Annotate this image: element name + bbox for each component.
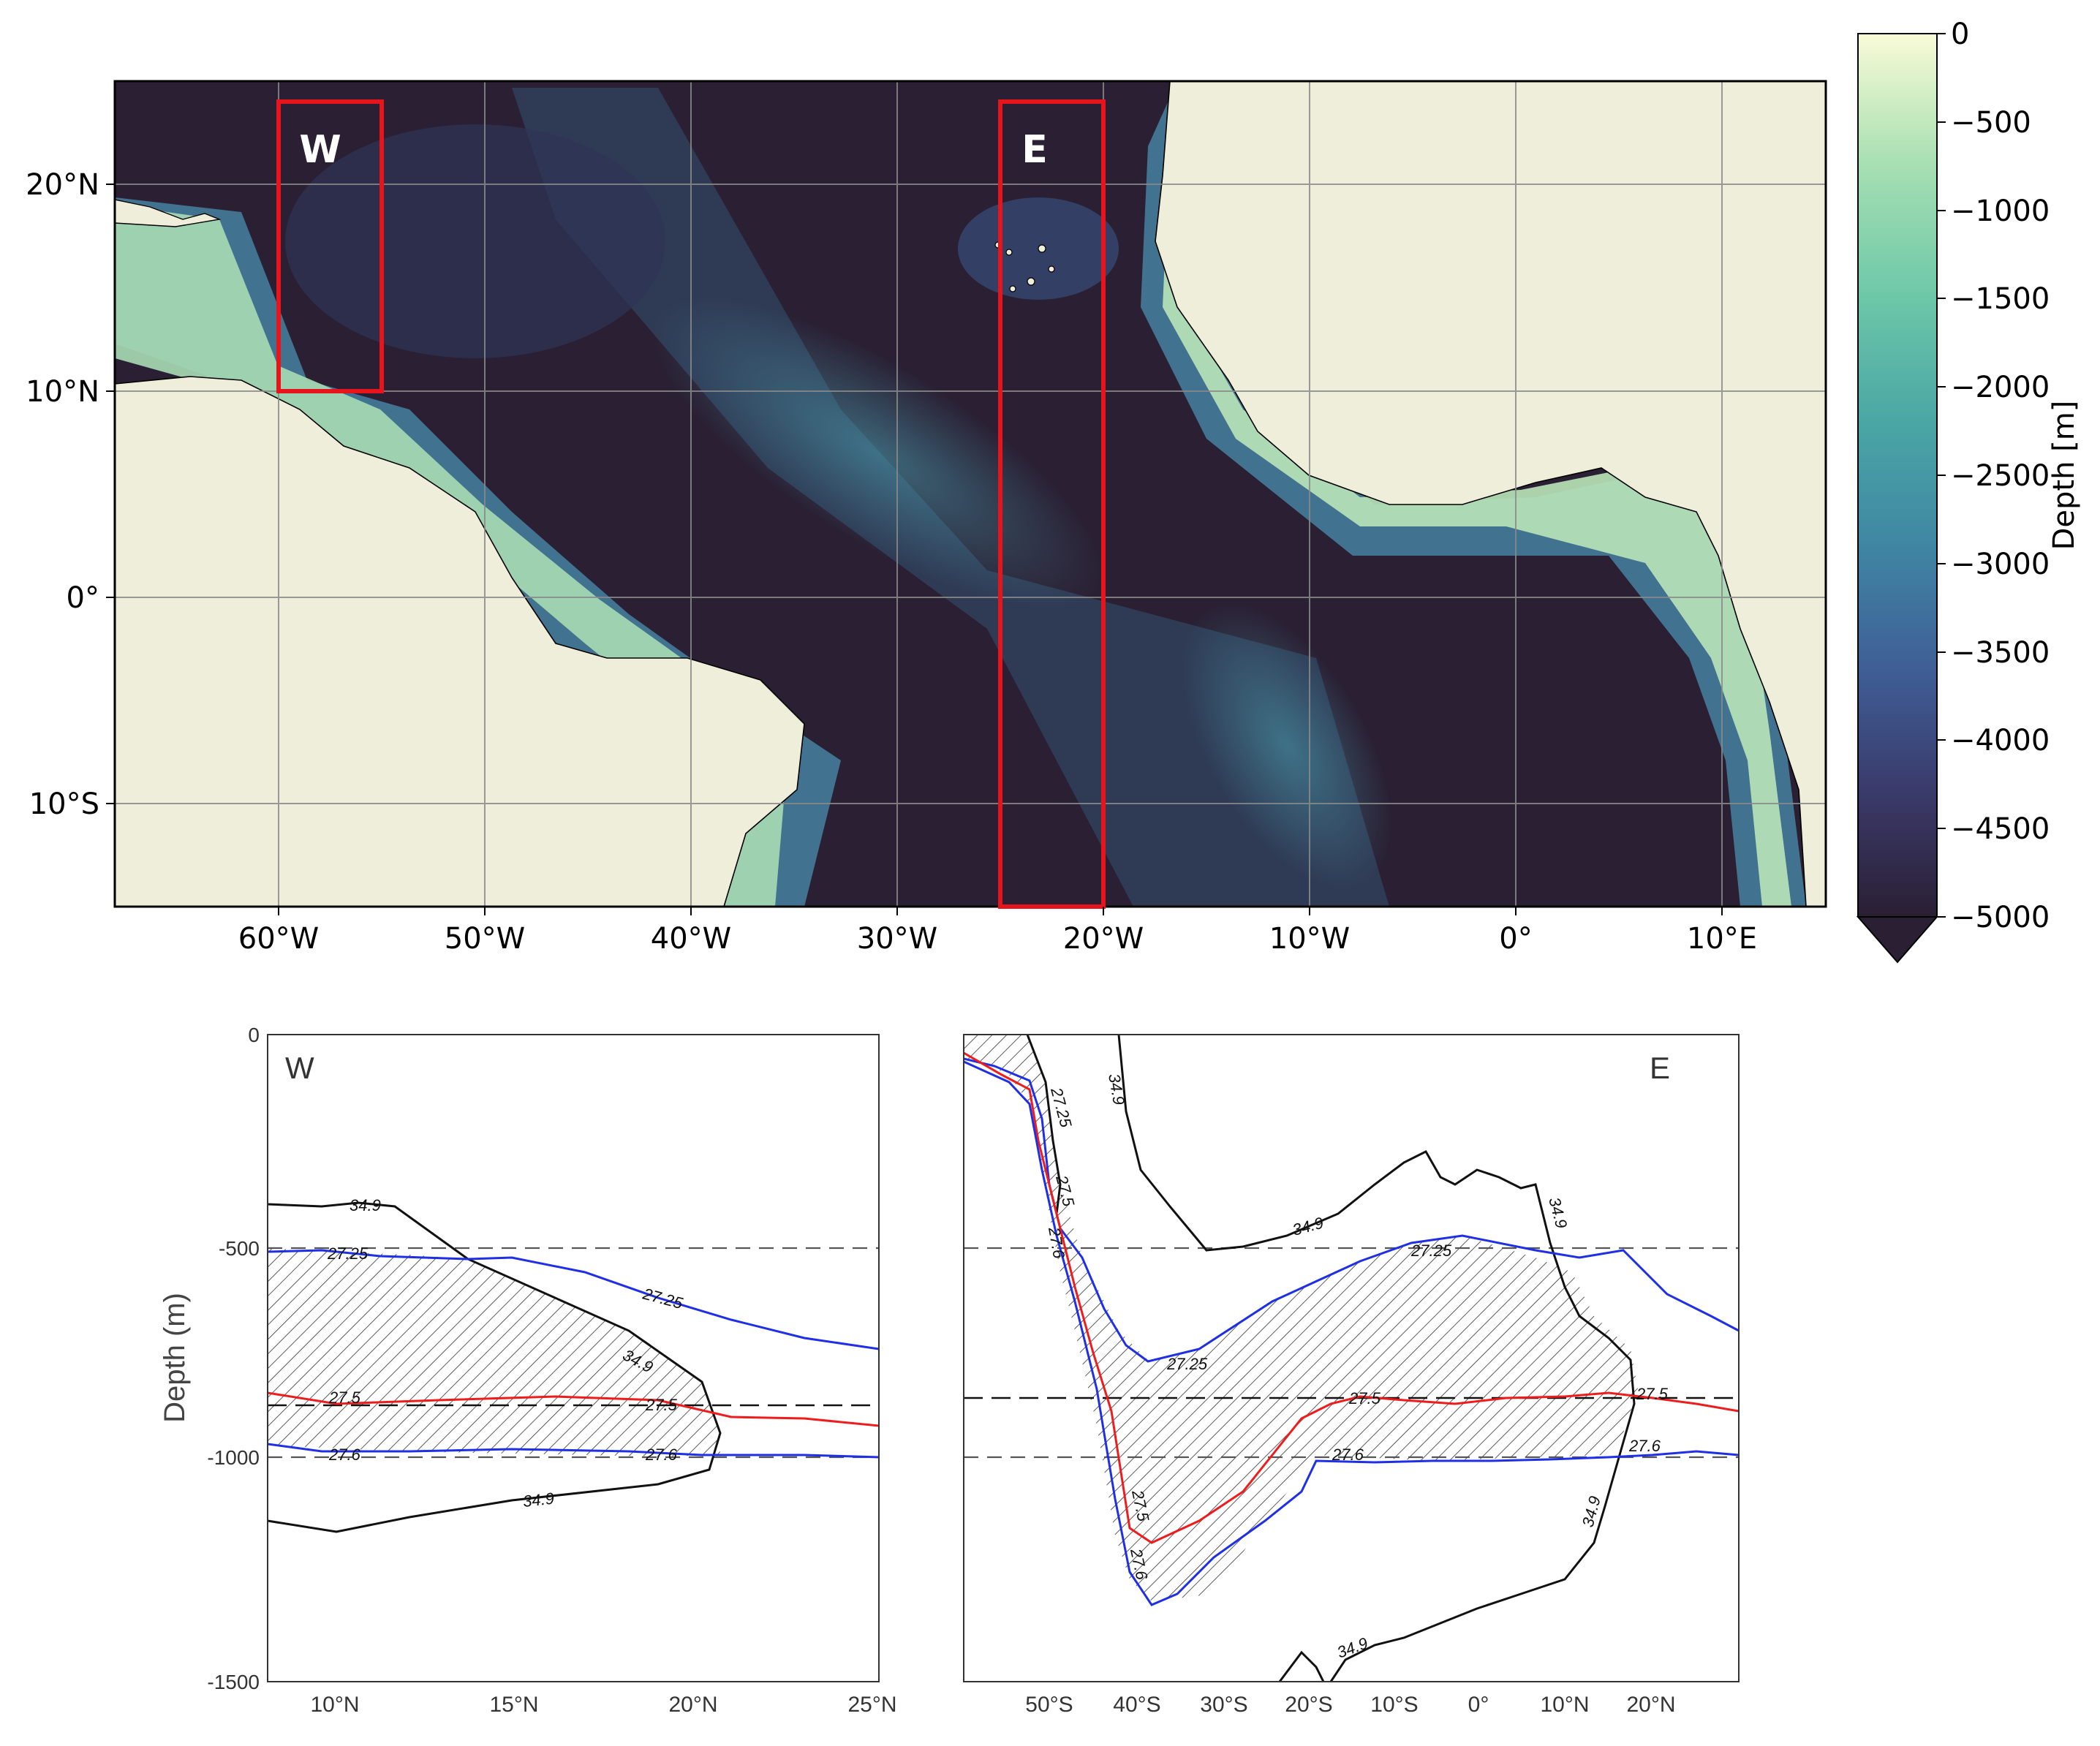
colorbar-label: Depth [m] [2047, 401, 2081, 551]
lon-tick: 40°W [651, 922, 731, 956]
colorbar-tick: −2500 [1951, 459, 2050, 493]
lon-tick: 60°W [238, 922, 319, 956]
y-tick: 0 [248, 1024, 260, 1046]
sigma-27-5-contour-e [964, 1051, 1739, 1544]
x-tick: 50°S [1025, 1693, 1073, 1717]
contour-label: 27.25 [1166, 1355, 1208, 1373]
caribbean-islands [115, 199, 222, 227]
x-tick: 40°S [1113, 1693, 1160, 1717]
colorbar: 0 −500 −1000 −1500 −2000 −2500 −3000 −35… [1856, 18, 2081, 964]
lat-tick: 20°N [26, 168, 99, 202]
section-e-x-ticks: 50°S 40°S 30°S 20°S 10°S 0° 10°N 20°N [1025, 1693, 1675, 1717]
hatched-layer-e [964, 1035, 1638, 1601]
x-tick: 10°S [1370, 1693, 1418, 1717]
mid-atlantic-ridge [512, 88, 1389, 907]
y-tick: -1500 [207, 1671, 260, 1693]
section-w-x-ticks: 10°N 15°N 20°N 25°N [310, 1693, 896, 1717]
sigma-27-6-contour-w [268, 1443, 879, 1459]
section-y-label: Depth (m) [159, 1293, 191, 1423]
sigma-27-25-contour-w [268, 1249, 879, 1350]
lon-tick: 0° [1499, 922, 1532, 956]
lon-tick: 10°W [1269, 922, 1350, 956]
box-e-label: E [1021, 128, 1048, 172]
box-w-label: W [299, 128, 341, 172]
lon-ticks: 60°W 50°W 40°W 30°W 20°W 10°W 0° 10°E [238, 907, 1757, 956]
x-tick: 20°S [1285, 1693, 1332, 1717]
section-e-frame [963, 1034, 1740, 1682]
x-tick: 10°N [1540, 1693, 1589, 1717]
colorbar-tick: −1500 [1951, 282, 2050, 316]
lat-tick: 0° [67, 581, 99, 615]
colorbar-tick: −500 [1951, 106, 2031, 140]
colorbar-ramp [1857, 33, 1938, 918]
section-w-frame [267, 1034, 880, 1682]
colorbar-tick: −5000 [1951, 901, 2050, 934]
lat-tick: 10°S [29, 787, 99, 821]
section-east: 34.9 27.25 27.5 27.6 34.9 34.9 27.25 27.… [963, 1034, 1740, 1717]
contour-label: 34.9 [1334, 1634, 1370, 1662]
x-tick: 15°N [489, 1693, 538, 1717]
lat-tick: 10°N [26, 375, 99, 409]
colorbar-tick: −3500 [1951, 636, 2050, 670]
y-tick: -1000 [207, 1446, 260, 1469]
contour-label: 34.9 [1545, 1195, 1571, 1231]
contour-label: 27.5 [328, 1388, 361, 1407]
contour-label: 34.9 [522, 1489, 555, 1511]
colorbar-tick: −1000 [1951, 194, 2050, 228]
lon-tick: 50°W [445, 922, 525, 956]
contour-label: 34.9 [1291, 1214, 1326, 1239]
x-tick: 30°S [1200, 1693, 1247, 1717]
contour-label: 27.6 [1332, 1445, 1364, 1464]
box-w[interactable] [276, 99, 384, 393]
contour-label: 27.5 [1636, 1385, 1669, 1403]
contour-label: 27.6 [645, 1445, 678, 1464]
colorbar-tick: −3000 [1951, 548, 2050, 581]
box-e[interactable] [998, 99, 1106, 909]
africa-land [1155, 81, 1826, 907]
south-america-land [115, 376, 805, 907]
sigma-27-5-contour-w [268, 1391, 879, 1427]
colorbar-tick: −4500 [1951, 812, 2050, 846]
contour-label: 34.9 [1105, 1073, 1128, 1107]
sigma-27-6-contour-e [964, 1060, 1739, 1606]
colorbar-ticks: 0 −500 −1000 −1500 −2000 −2500 −3000 −35… [1937, 18, 2050, 934]
colorbar-tick: −4000 [1951, 724, 2050, 757]
colorbar-tick: 0 [1951, 18, 1969, 51]
colorbar-tick: −2000 [1951, 371, 2050, 404]
lon-tick: 10°E [1687, 922, 1757, 956]
x-tick: 20°N [1626, 1693, 1675, 1717]
lat-ticks: 20°N 10°N 0° 10°S [26, 168, 115, 821]
lon-tick: 20°W [1063, 922, 1144, 956]
section-y-ticks: 0 -500 -1000 -1500 [207, 1024, 260, 1693]
x-tick: 25°N [847, 1693, 896, 1717]
lon-tick: 30°W [857, 922, 937, 956]
map-frame [113, 80, 1827, 908]
section-w-label: W [285, 1051, 314, 1085]
bathymetry-map [115, 81, 1826, 907]
contour-label: 27.25 [327, 1244, 369, 1263]
salinity-34-9-contour-e2 [1117, 1035, 1636, 1682]
colorbar-extend-arrow [1856, 916, 1939, 964]
hatched-layer-w [268, 1248, 720, 1456]
salinity-34-9-contour-e [1026, 1035, 1062, 1214]
sigma-27-25-contour-e [964, 1057, 1739, 1363]
contour-label: 27.5 [1348, 1389, 1381, 1407]
reference-depth-lines-w [268, 1247, 879, 1459]
contour-label: 27.6 [1628, 1437, 1661, 1455]
x-tick: 0° [1468, 1693, 1489, 1717]
contour-label: 27.5 [645, 1396, 678, 1414]
salinity-34-9-contour-w [268, 1201, 722, 1533]
section-west: 34.9 27.25 27.25 34.9 27.5 27.5 27.6 27.… [159, 1024, 897, 1717]
x-tick: 20°N [668, 1693, 717, 1717]
x-tick: 10°N [310, 1693, 359, 1717]
contour-label: 27.6 [328, 1445, 361, 1464]
contour-label: 27.25 [1410, 1242, 1452, 1260]
contour-label: 34.9 [350, 1196, 381, 1214]
section-e-label: E [1650, 1051, 1670, 1085]
y-tick: -500 [219, 1237, 260, 1260]
contour-label: 27.25 [641, 1284, 685, 1312]
